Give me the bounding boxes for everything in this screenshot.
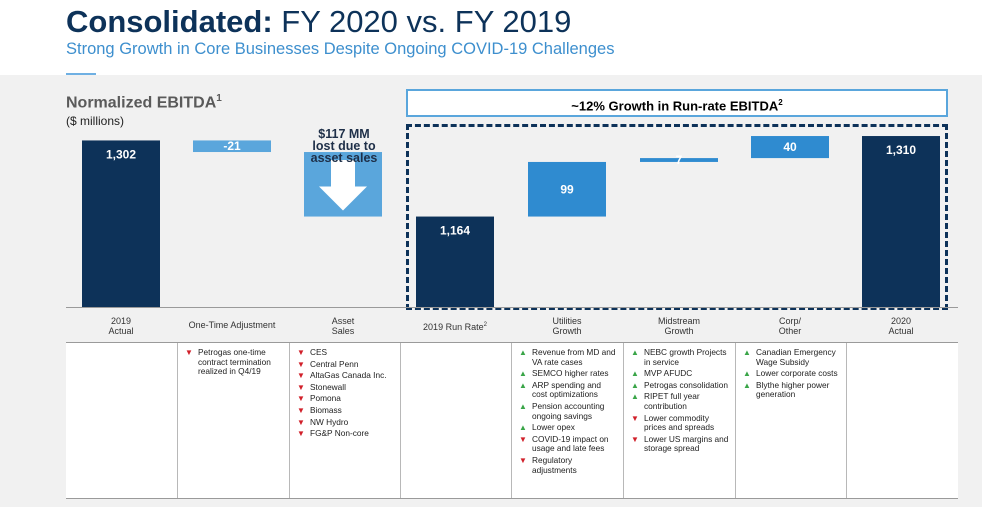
category-label: 2019 Run Rate2 [423, 322, 487, 332]
note-item: ▲ MVP AFUDC [631, 368, 693, 379]
notes-background [66, 343, 958, 498]
up-triangle-icon: ▲ [519, 369, 527, 379]
notes-column-divider [846, 343, 847, 498]
note-item: ▼ Central Penn [297, 358, 359, 369]
axis-baseline [66, 307, 958, 308]
up-triangle-icon: ▲ [743, 380, 751, 390]
chart-title: Normalized EBITDA1 [66, 93, 222, 112]
up-triangle-icon: ▲ [631, 380, 639, 390]
note-item: ▼ NW Hydro [297, 416, 349, 427]
note-item: ▼ COVID-19 impact on usage and late fees [519, 433, 609, 454]
notes-list: ▲ NEBC growth Projects in service ▲ MVP AFU… [631, 347, 729, 456]
up-triangle-icon: ▲ [519, 401, 527, 411]
note-item: ▲ Petrogas consolidation [631, 379, 728, 390]
category-label: Utilities Growth [552, 316, 582, 336]
notes-column-divider [623, 343, 624, 498]
notes-bottom-rule [66, 498, 958, 499]
bar-value-label: 1,164 [440, 224, 470, 238]
growth-callout-box: ~12% Growth in Run-rate EBITDA2 [406, 89, 948, 117]
bar-7 [862, 136, 940, 307]
notes-list: ▲ Revenue from MD and VA rate cases ▲ SEMCO… [519, 347, 617, 477]
bar-value-label: -21 [223, 139, 241, 153]
run-rate-dashed-frame [406, 124, 948, 310]
note-item: ▲ Pension accounting ongoing savings [519, 400, 605, 421]
note-item: ▲ ARP spending and cost optimizations [519, 379, 602, 400]
down-triangle-icon: ▼ [297, 359, 305, 369]
down-triangle-icon: ▼ [297, 394, 305, 404]
down-triangle-icon: ▼ [185, 348, 193, 357]
down-triangle-icon: ▼ [631, 413, 639, 423]
down-arrow-icon [319, 160, 367, 211]
note-item: ▼ CES [297, 347, 328, 357]
note-item: ▼ Pomona [297, 393, 341, 404]
asset-sales-callout: $117 MM lost due to asset sales [310, 127, 378, 165]
up-triangle-icon: ▲ [519, 348, 527, 357]
bar-value-label: 7 [676, 153, 683, 167]
note-item: ▲ Blythe higher power generation [743, 379, 830, 400]
note-item: ▲ Lower opex [519, 422, 575, 433]
page-title: Consolidated: FY 2020 vs. FY 2019 [66, 4, 572, 39]
notes-column-divider [735, 343, 736, 498]
note-item: ▲ Revenue from MD and VA rate cases [519, 347, 616, 367]
bar-value-label: 99 [560, 182, 574, 196]
bar-value-label: 1,302 [106, 147, 136, 161]
down-triangle-icon: ▼ [297, 417, 305, 427]
up-triangle-icon: ▲ [519, 423, 527, 433]
up-triangle-icon: ▲ [743, 348, 751, 357]
up-triangle-icon: ▲ [631, 348, 639, 357]
note-item: ▼ FG&P Non-core [297, 428, 369, 439]
bar-6 [751, 136, 829, 159]
category-divider [66, 342, 958, 343]
note-item: ▼ Stonewall [297, 381, 346, 392]
note-item: ▼ Biomass [297, 404, 342, 415]
note-item: ▲ Canadian Emergency Wage Subsidy [743, 347, 836, 367]
bar-3 [416, 216, 494, 307]
down-triangle-icon: ▼ [297, 405, 305, 415]
up-triangle-icon: ▲ [631, 369, 639, 379]
category-label: Midstream Growth [657, 316, 700, 336]
note-item: ▼ AltaGas Canada Inc. [297, 370, 387, 381]
notes-list: ▼ CES ▼ Central Penn ▼ AltaGas Canada Inc. ▼ St… [297, 347, 394, 441]
category-label: Corp/Other [778, 316, 802, 336]
page-subtitle: Strong Growth in Core Businesses Despite… [66, 40, 615, 58]
category-label: Asset Sales [331, 316, 355, 336]
title-accent-rule [66, 73, 96, 76]
down-triangle-icon: ▼ [297, 371, 305, 381]
note-item: ▲ RIPET full year contribution [631, 391, 700, 411]
notes-list: ▼ Petrogas one-time contract termination … [185, 347, 283, 379]
category-label-row: 2019 Actual One-Time Adjustment Asset Sales 2… [0, 307, 982, 343]
category-label: 2019 Actual [108, 316, 134, 336]
down-triangle-icon: ▼ [631, 434, 639, 444]
notes-column-divider [177, 343, 178, 498]
up-triangle-icon: ▲ [631, 392, 639, 402]
note-item: ▼ Lower US margins and storage spread [631, 433, 729, 454]
notes-column-divider [511, 343, 512, 498]
note-item: ▲ SEMCO higher rates [519, 368, 609, 379]
down-triangle-icon: ▼ [519, 455, 527, 465]
down-triangle-icon: ▼ [297, 429, 305, 439]
bar-5 [640, 158, 718, 162]
up-triangle-icon: ▲ [743, 369, 751, 379]
down-triangle-icon: ▼ [297, 348, 305, 357]
bar-1 [193, 140, 271, 153]
note-item: ▲ Lower corporate costs [743, 368, 838, 379]
notes-column-divider [400, 343, 401, 498]
bar-value-label: 1,310 [886, 143, 916, 157]
category-label: 2020 Actual [888, 316, 914, 336]
bar-4 [528, 161, 606, 217]
bar-value-label: 40 [783, 140, 797, 154]
notes-column-divider [289, 343, 290, 498]
note-item: ▲ NEBC growth Projects in service [631, 347, 727, 367]
note-item: ▼ Petrogas one-time contract termination … [185, 347, 271, 377]
notes-list: ▲ Canadian Emergency Wage Subsidy ▲ Lower c… [743, 347, 840, 402]
category-label: One-Time Adjustment [188, 320, 276, 330]
chart-unit-label: ($ millions) [66, 114, 125, 128]
down-triangle-icon: ▼ [297, 382, 305, 392]
down-triangle-icon: ▼ [519, 434, 527, 444]
note-item: ▼ Regulatory adjustments [519, 454, 577, 475]
bar-0 [82, 140, 160, 307]
note-item: ▼ Lower commodity prices and spreads [631, 412, 715, 433]
up-triangle-icon: ▲ [519, 380, 527, 390]
